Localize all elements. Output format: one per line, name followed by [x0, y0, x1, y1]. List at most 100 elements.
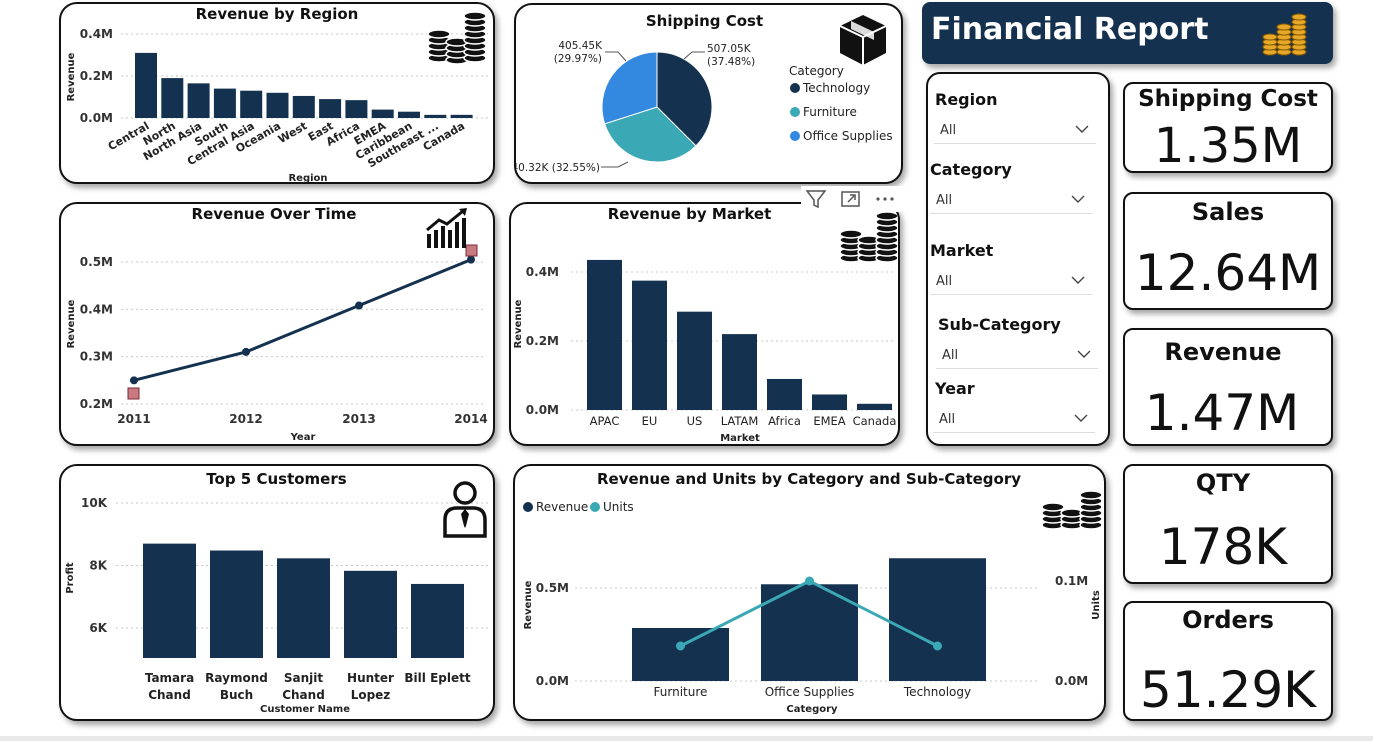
x-tick-label: 2013	[342, 412, 375, 426]
chevron-down-icon	[1074, 414, 1088, 422]
revenue-over-time-chart: 0.2M 0.3M 0.4M 0.5M 2011 2012 2013 2014 Year Reve…	[66, 244, 488, 443]
bar	[135, 52, 157, 118]
line-series	[133, 258, 472, 382]
filter-label-sub-category: Sub-Category	[938, 315, 1061, 334]
bar	[143, 543, 196, 658]
kpi-value: 51.29K	[1140, 661, 1316, 719]
y-tick-label: 0.2M	[526, 334, 559, 348]
x-tick-label: Technology	[903, 685, 971, 699]
bar	[187, 83, 210, 118]
coins-icon	[1262, 13, 1307, 56]
revenue-by-market-chart: 0.0M 0.2M 0.4M APAC EU US LATAM Africa EMEA Canad…	[513, 259, 896, 444]
kpi-revenue[interactable]: Revenue 1.47M	[1123, 328, 1333, 446]
legend-label: Units	[603, 500, 634, 514]
filter-panel: Region All Category All Market All Sub-C…	[926, 72, 1110, 446]
bar	[857, 403, 892, 410]
more-options-icon[interactable]	[871, 187, 899, 211]
bar	[240, 90, 263, 118]
x-tick-label: West	[276, 119, 309, 146]
kpi-label: Revenue	[1164, 338, 1282, 366]
bar	[210, 550, 263, 658]
kpi-shipping-cost[interactable]: Shipping Cost 1.35M	[1123, 82, 1333, 174]
bar	[345, 100, 368, 118]
kpi-value: 1.47M	[1144, 384, 1300, 442]
y-axis-label: Profit	[65, 562, 76, 594]
x-tick-label: 2014	[454, 412, 487, 426]
data-point	[805, 576, 814, 586]
category-dropdown[interactable]: All	[930, 187, 1092, 214]
x-axis-label: Market	[720, 433, 760, 444]
revenue-units-by-category-card[interactable]: Revenue and Units by Category and Sub-Ca…	[513, 464, 1106, 721]
chart-title: Revenue Over Time	[191, 205, 357, 223]
y-tick-label: 8K	[89, 559, 107, 573]
legend-marker	[523, 502, 533, 512]
chart-title: Revenue by Market	[607, 205, 772, 223]
bar	[319, 99, 342, 118]
y2-tick-label: 0.0M	[1055, 674, 1088, 688]
bar	[761, 584, 858, 681]
x-tick-label: Chand	[148, 688, 191, 702]
y2-axis-label: Units	[1091, 590, 1102, 619]
chart-title: Revenue by Region	[195, 5, 359, 23]
bar	[344, 570, 397, 658]
chart-title: Revenue and Units by Category and Sub-Ca…	[596, 470, 1022, 488]
bar	[292, 95, 315, 118]
bar	[889, 558, 986, 681]
visual-header-toolbar	[801, 186, 902, 212]
x-tick-label: Buch	[220, 688, 253, 702]
bar	[371, 109, 394, 118]
data-label: 405.45K	[558, 40, 603, 52]
bar	[398, 111, 420, 118]
coins-icon	[1041, 490, 1103, 530]
revenue-units-by-category-chart: 0.0M 0.5M 0.0M 0.1M Furniture Office Supplies…	[523, 500, 1102, 715]
revenue-over-time-card[interactable]: Revenue Over Time 0.2M 0.3M 0.4M 0.5M 2011 20…	[59, 202, 495, 446]
sub-category-dropdown[interactable]: All	[936, 342, 1098, 369]
kpi-label: Orders	[1182, 606, 1274, 634]
kpi-qty[interactable]: QTY 178K	[1123, 464, 1333, 584]
y-axis-label: Revenue	[523, 580, 534, 629]
x-axis-label: Customer Name	[260, 704, 350, 715]
bar	[677, 311, 712, 410]
y2-tick-label: 0.1M	[1055, 574, 1088, 588]
kpi-sales[interactable]: Sales 12.64M	[1123, 192, 1333, 310]
bar	[450, 114, 473, 118]
x-tick-label: 2011	[117, 412, 150, 426]
revenue-by-market-card[interactable]: Revenue by Market 0.0M 0.2M 0.4M APAC EU US LA…	[509, 202, 900, 446]
revenue-by-region-card[interactable]: Revenue by Region 0.0M 0.2M 0.4M Central Nor…	[59, 2, 495, 184]
kpi-value: 1.35M	[1153, 118, 1303, 174]
filter-icon[interactable]	[804, 187, 828, 211]
shipping-cost-pie-chart: 507.05K(37.48%) 440.32K (32.55%) 405.45K(2…	[516, 40, 893, 174]
focus-mode-icon[interactable]	[839, 187, 863, 211]
x-tick-label: Chand	[282, 688, 325, 702]
year-dropdown[interactable]: All	[933, 406, 1095, 433]
filter-label-year: Year	[935, 379, 975, 398]
bar	[632, 627, 729, 681]
y-tick-label: 0.3M	[80, 350, 113, 364]
kpi-orders[interactable]: Orders 51.29K	[1123, 601, 1333, 721]
bar	[587, 259, 622, 410]
legend-marker	[590, 502, 600, 512]
legend-label: Technology	[802, 81, 870, 95]
coins-icon	[839, 211, 898, 263]
region-dropdown[interactable]: All	[934, 117, 1096, 144]
report-header: Financial Report	[922, 2, 1333, 64]
leader-line	[605, 51, 627, 62]
y-tick-label: 10K	[81, 496, 108, 510]
data-label: 507.05K	[707, 43, 752, 55]
market-dropdown[interactable]: All	[930, 268, 1092, 295]
data-point	[130, 376, 138, 385]
data-label: (37.48%)	[707, 56, 755, 68]
x-tick-label: Lopez	[351, 688, 391, 702]
x-tick-label: EMEA	[813, 414, 845, 428]
top-customers-card[interactable]: Top 5 Customers 6K 8K 10K Tamara Chand Raymon…	[59, 464, 495, 721]
x-tick-label: Furniture	[654, 685, 708, 699]
bar	[722, 334, 757, 410]
person-icon	[443, 481, 487, 538]
report-title: Financial Report	[931, 12, 1209, 47]
shipping-cost-card[interactable]: Shipping Cost 507.05K(37.48%) 440.32K (32…	[514, 3, 903, 184]
y-tick-label: 0.5M	[536, 581, 569, 595]
max-marker	[465, 244, 478, 257]
top-customers-chart: 6K 8K 10K Tamara Chand Raymond Buch Sanjit Chand…	[65, 496, 491, 715]
kpi-value: 178K	[1158, 518, 1288, 576]
filter-label-market: Market	[930, 241, 994, 260]
